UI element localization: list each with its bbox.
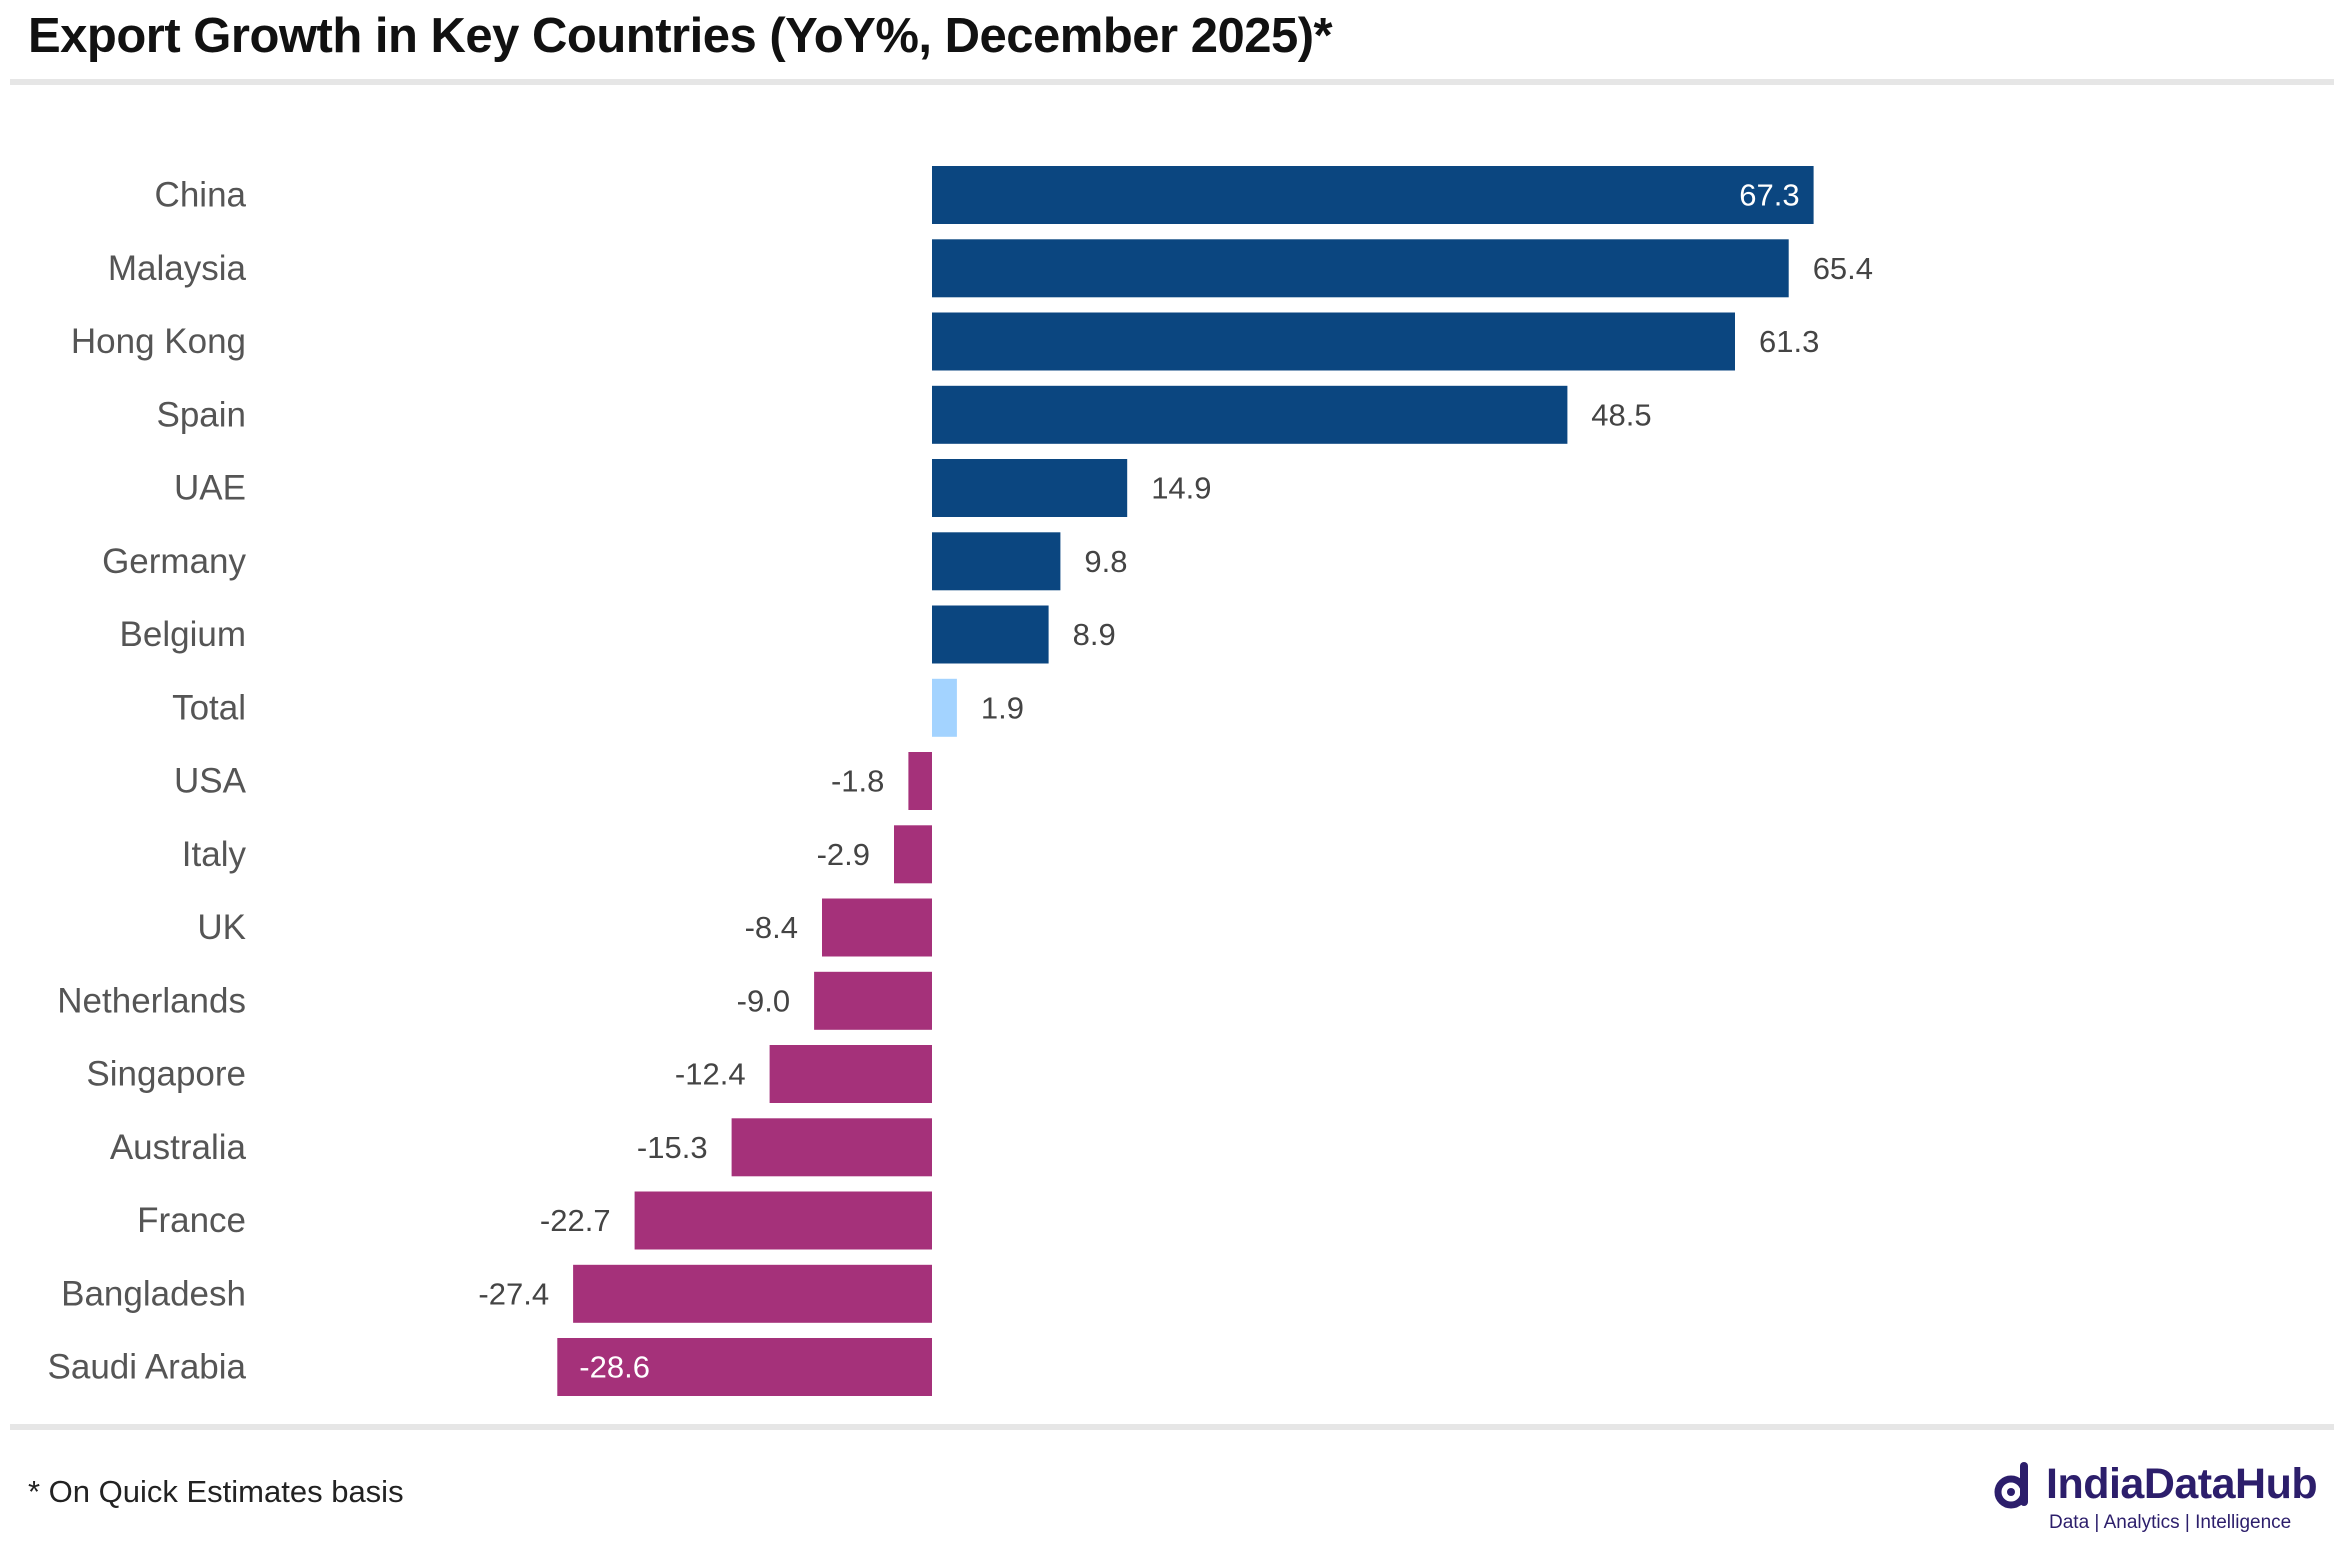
brand-name: IndiaDataHub <box>2046 1460 2318 1508</box>
value-label-italy: -2.9 <box>817 837 870 872</box>
value-label-saudi-arabia: -28.6 <box>579 1350 650 1385</box>
bar-china <box>932 166 1814 224</box>
bottom-divider <box>10 1424 2334 1430</box>
bar-usa <box>908 752 932 810</box>
category-label-australia: Australia <box>110 1128 247 1167</box>
bar-uk <box>822 898 932 957</box>
bar-australia <box>731 1118 932 1177</box>
category-label-uae: UAE <box>174 469 246 508</box>
category-label-netherlands: Netherlands <box>57 981 246 1020</box>
bar-germany <box>932 532 1061 591</box>
value-label-belgium: 8.9 <box>1073 617 1116 652</box>
value-label-australia: -15.3 <box>637 1130 708 1165</box>
bar-total <box>932 678 957 737</box>
category-label-uk: UK <box>197 908 246 947</box>
category-label-belgium: Belgium <box>120 615 246 654</box>
chart-title: Export Growth in Key Countries (YoY%, De… <box>28 9 1333 63</box>
category-label-france: France <box>137 1201 246 1240</box>
value-label-singapore: -12.4 <box>675 1057 746 1092</box>
value-label-total: 1.9 <box>981 690 1024 725</box>
category-label-singapore: Singapore <box>86 1055 246 1094</box>
value-label-bangladesh: -27.4 <box>478 1276 549 1311</box>
value-label-germany: 9.8 <box>1084 544 1127 579</box>
category-label-bangladesh: Bangladesh <box>61 1274 246 1313</box>
category-label-total: Total <box>172 688 246 727</box>
value-label-france: -22.7 <box>540 1203 611 1238</box>
bar-hong-kong <box>932 312 1735 371</box>
category-label-germany: Germany <box>102 542 246 581</box>
indiadatahub-logo-icon <box>1994 1462 2028 1509</box>
bar-spain <box>932 385 1568 444</box>
value-label-uk: -8.4 <box>745 910 798 945</box>
category-label-malaysia: Malaysia <box>108 249 247 288</box>
brand-tagline: Data | Analytics | Intelligence <box>2049 1512 2292 1533</box>
category-label-italy: Italy <box>182 835 247 874</box>
value-label-hong-kong: 61.3 <box>1759 324 1819 359</box>
category-label-china: China <box>155 176 247 215</box>
value-label-uae: 14.9 <box>1151 471 1211 506</box>
bar-saudi-arabia <box>557 1338 932 1396</box>
category-label-saudi-arabia: Saudi Arabia <box>48 1348 247 1387</box>
category-label-hong-kong: Hong Kong <box>71 322 246 361</box>
value-label-netherlands: -9.0 <box>737 983 790 1018</box>
value-label-usa: -1.8 <box>831 764 884 799</box>
bar-malaysia <box>932 239 1789 298</box>
bar-italy <box>894 825 932 884</box>
value-label-malaysia: 65.4 <box>1813 251 1873 286</box>
bar-bangladesh <box>573 1264 932 1323</box>
footnote: * On Quick Estimates basis <box>28 1474 404 1509</box>
category-label-usa: USA <box>174 762 247 801</box>
top-divider <box>10 79 2334 85</box>
value-label-china: 67.3 <box>1739 178 1799 213</box>
value-label-spain: 48.5 <box>1591 397 1651 432</box>
bar-france <box>634 1191 932 1250</box>
bar-netherlands <box>814 971 932 1030</box>
brand-logo: IndiaDataHub Data | Analytics | Intellig… <box>1994 1460 2334 1540</box>
bar-belgium <box>932 605 1049 664</box>
category-label-spain: Spain <box>156 395 246 434</box>
bar-singapore <box>769 1045 932 1103</box>
bar-uae <box>932 459 1128 517</box>
